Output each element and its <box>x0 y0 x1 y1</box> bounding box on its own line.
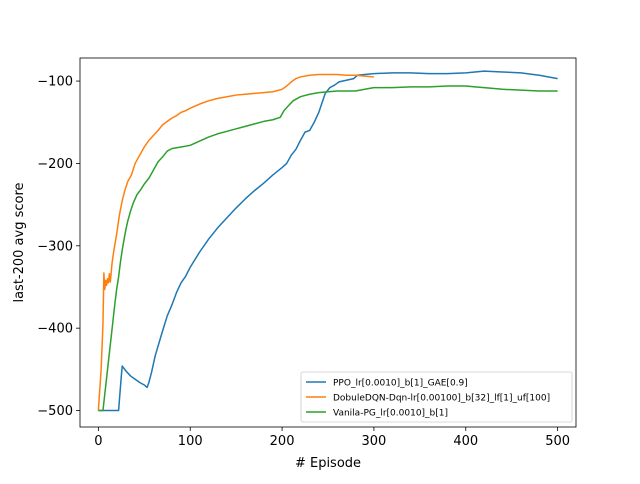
x-tick-label: 500 <box>545 434 570 449</box>
x-tick-label: 0 <box>94 434 102 449</box>
y-axis-ticks: −500 −400 −300 −200 −100 <box>37 75 80 419</box>
y-tick-label: −100 <box>37 75 73 90</box>
y-tick-label: −400 <box>37 322 73 337</box>
legend-label-0: PPO_lr[0.0010]_b[1]_GAE[0.9] <box>333 379 468 389</box>
x-tick-label: 200 <box>270 434 295 449</box>
legend-items: PPO_lr[0.0010]_b[1]_GAE[0.9] DobuleDQN-Dq… <box>306 379 550 419</box>
plot-frame <box>79 57 577 428</box>
y-tick-label: −200 <box>37 157 73 172</box>
legend-label-2: Vanila-PG_lr[0.0010]_b[1] <box>333 409 448 419</box>
x-axis-ticks: 0 100 200 300 400 500 <box>94 427 570 449</box>
x-tick-label: 300 <box>362 434 387 449</box>
series-line-1 <box>97 73 374 411</box>
series-line-0 <box>98 70 558 412</box>
series-layer <box>97 70 558 412</box>
legend-label-1: DobuleDQN-Dqn-lr[0.00100]_b[32]_lf[1]_uf… <box>333 394 550 404</box>
legend: PPO_lr[0.0010]_b[1]_GAE[0.9] DobuleDQN-Dq… <box>300 371 573 423</box>
x-axis-label: # Episode <box>295 456 361 471</box>
y-tick-label: −500 <box>37 404 73 419</box>
y-tick-label: −300 <box>37 239 73 254</box>
x-tick-label: 100 <box>178 434 203 449</box>
series-line-2 <box>98 85 558 412</box>
legend-box <box>300 371 573 423</box>
x-tick-label: 400 <box>453 434 478 449</box>
y-axis-label: last-200 avg score <box>12 182 27 302</box>
